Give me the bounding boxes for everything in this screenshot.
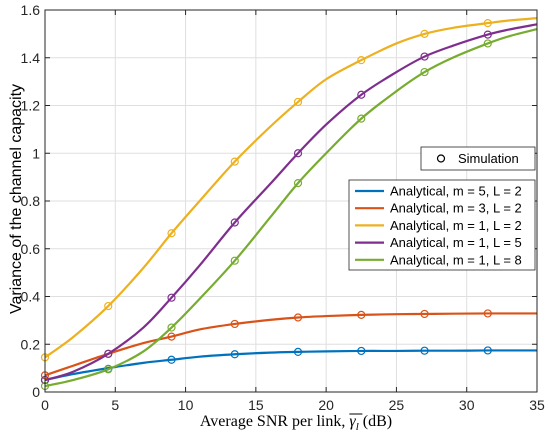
simulation-point [420, 67, 429, 77]
x-tick-label: 30 [459, 397, 475, 413]
series-line-5 [44, 28, 538, 388]
y-tick-label: 0.4 [21, 289, 41, 305]
series-line-4 [44, 23, 538, 382]
series-line-1 [44, 349, 537, 382]
x-tick-labels: 0 5 10 15 20 25 30 35 [41, 397, 545, 413]
simulation-point [483, 30, 492, 39]
legend-label: Analytical, m = 1, L = 8 [390, 252, 522, 267]
simulation-point [420, 309, 429, 319]
simulation-point [420, 52, 429, 61]
x-tick-label: 15 [248, 397, 264, 413]
simulation-point [167, 229, 176, 238]
y-tick-label: 1.4 [21, 50, 41, 66]
y-axis-label: Variance of the channel capacity [8, 84, 25, 314]
legend-analytical: Analytical, m = 5, L = 2 Analytical, m = … [348, 179, 536, 271]
simulation-point [293, 97, 303, 107]
simulation-point [293, 313, 303, 322]
y-tick-label: 0.2 [21, 336, 41, 352]
legend-label: Analytical, m = 3, L = 2 [390, 201, 522, 216]
simulation-point [167, 355, 176, 364]
legend-label: Analytical, m = 1, L = 2 [390, 218, 522, 233]
y-tick-label: 0.6 [21, 241, 41, 257]
y-tick-label: 0 [32, 384, 40, 400]
simulation-point [420, 346, 429, 355]
x-axis-label: Average SNR per link, γl (dB) [200, 413, 392, 433]
y-tick-label: 1.2 [21, 98, 41, 114]
simulation-point [104, 301, 113, 311]
series-line-3 [44, 17, 538, 359]
simulation-point [293, 178, 303, 188]
simulation-point [230, 256, 239, 265]
legend-simulation-marker [436, 154, 446, 163]
simulation-point [230, 319, 239, 329]
simulation-point [483, 39, 492, 48]
x-tick-label: 5 [111, 397, 119, 413]
simulation-point [293, 149, 303, 158]
simulation-point [357, 56, 366, 65]
simulation-point [104, 365, 113, 374]
simulation-point [230, 218, 239, 227]
simulation-point [293, 347, 303, 356]
simulation-point [357, 346, 366, 356]
y-tick-label: 1.6 [21, 2, 41, 18]
legend-simulation-box [420, 146, 536, 171]
simulation-point [357, 90, 366, 99]
y-tick-labels: 0 0.2 0.4 0.6 0.8 1 1.2 1.4 1.6 [21, 2, 41, 400]
simulation-point [104, 349, 113, 358]
simulation-point [420, 29, 429, 38]
simulation-point [483, 309, 492, 318]
simulation-point [357, 114, 366, 123]
x-tick-label: 10 [178, 397, 194, 413]
legend-simulation: Simulation [420, 146, 536, 171]
simulation-point [167, 332, 176, 341]
simulation-point [167, 293, 176, 302]
x-tick-label: 20 [318, 397, 334, 413]
x-tick-label: 35 [529, 397, 545, 413]
legend-label: Analytical, m = 1, L = 5 [390, 235, 522, 250]
simulation-point [483, 346, 492, 355]
series-line-2 [44, 312, 537, 377]
simulation-point [230, 350, 239, 359]
x-tick-label: 0 [41, 397, 49, 413]
simulation-point [167, 323, 176, 332]
series-markers [40, 19, 492, 391]
series-lines [44, 17, 538, 388]
simulation-point [230, 157, 239, 166]
simulation-point [483, 19, 492, 28]
x-tick-label: 25 [389, 397, 405, 413]
simulation-point [357, 310, 366, 319]
y-tick-label: 1 [32, 145, 40, 161]
legend-simulation-label: Simulation [458, 151, 519, 166]
y-tick-label: 0.8 [21, 193, 41, 209]
legend-label: Analytical, m = 5, L = 2 [390, 184, 522, 199]
